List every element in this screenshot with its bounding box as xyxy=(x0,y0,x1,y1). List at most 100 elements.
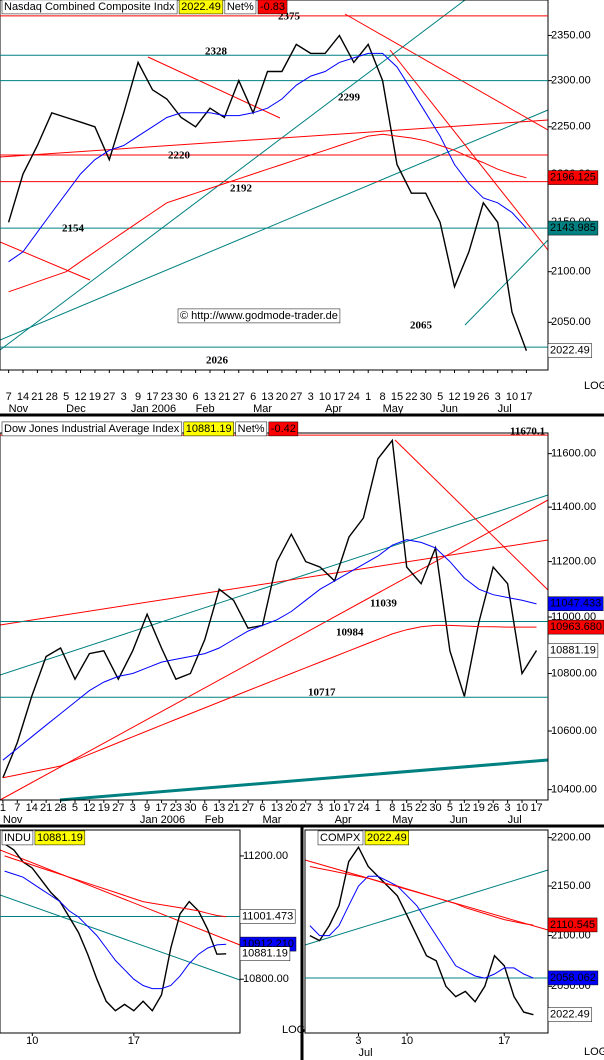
y-tick-label: 11200.00 xyxy=(243,850,288,862)
month-label: Jul xyxy=(498,403,512,415)
x-tick-label: 12 xyxy=(83,802,95,814)
y-tick-label: 11600.00 xyxy=(551,448,596,460)
x-tick-label: 27 xyxy=(300,802,312,814)
header-last: 10881.19 xyxy=(37,832,83,844)
price-line xyxy=(4,843,227,1012)
price-line xyxy=(7,34,528,351)
month-label: Jan 2006 xyxy=(140,814,185,826)
x-tick-label: 17 xyxy=(146,391,158,403)
x-tick-label: 9 xyxy=(144,802,150,814)
x-tick-label: 22 xyxy=(415,802,427,814)
axis-value: 2143.985 xyxy=(550,222,596,234)
price-line xyxy=(4,855,227,918)
month-label: Mar xyxy=(253,403,272,415)
month-label: Jan 2006 xyxy=(131,403,176,415)
x-tick-label: 3 xyxy=(317,802,323,814)
x-tick-label: 5 xyxy=(437,391,443,403)
scale-label: LOG xyxy=(584,380,604,392)
net-label: Net% xyxy=(227,1,254,13)
price-line xyxy=(2,438,538,779)
axis-value: 2058.062 xyxy=(550,972,596,984)
y-tick-label: 10400.00 xyxy=(551,784,597,796)
x-tick-label: 10 xyxy=(506,391,518,403)
y-tick-label: 2250.00 xyxy=(551,121,591,133)
x-tick-label: 12 xyxy=(448,391,460,403)
axis-value-box xyxy=(547,970,599,986)
month-label: Dec xyxy=(66,403,86,415)
plot-frame xyxy=(0,829,241,1034)
x-tick-label: 21 xyxy=(40,802,52,814)
price-line xyxy=(8,133,527,293)
x-tick-label: 30 xyxy=(184,802,196,814)
y-tick-label: 10800.00 xyxy=(243,973,289,985)
x-tick-label: 10 xyxy=(516,802,528,814)
header-last: 2022.49 xyxy=(181,1,221,13)
x-tick-label: 15 xyxy=(401,802,413,814)
chart-title: Nasdaq Combined Composite Indx xyxy=(4,1,175,13)
net-value: -0.42 xyxy=(271,423,296,435)
level-label: 10984 xyxy=(336,627,364,639)
x-tick-label: 27 xyxy=(242,802,254,814)
x-tick-label: 19 xyxy=(89,391,101,403)
x-tick-label: 23 xyxy=(161,391,173,403)
month-label: May xyxy=(392,814,413,826)
x-tick-label: 3 xyxy=(505,802,511,814)
axis-value-box xyxy=(239,909,296,924)
y-tick-label: 2100.00 xyxy=(551,929,591,941)
x-tick-label: 5 xyxy=(72,802,78,814)
x-tick-label: 19 xyxy=(98,802,110,814)
month-label: Jun xyxy=(450,814,468,826)
x-tick-label: 6 xyxy=(259,802,265,814)
x-tick-label: 8 xyxy=(389,802,395,814)
x-tick-label: 13 xyxy=(261,391,273,403)
x-tick-label: 24 xyxy=(348,391,360,403)
x-tick-label: 7 xyxy=(14,802,20,814)
x-tick-label: 19 xyxy=(473,802,485,814)
x-tick-label: 13 xyxy=(213,802,225,814)
x-tick-label: 6 xyxy=(193,391,199,403)
x-tick-label: 5 xyxy=(63,391,69,403)
x-tick-label: 26 xyxy=(487,802,499,814)
net-value-box xyxy=(268,421,299,437)
y-tick-label: 10600.00 xyxy=(551,725,597,737)
x-tick-label: 22 xyxy=(405,391,417,403)
y-tick-label: 2100.00 xyxy=(551,266,591,278)
net-value-box xyxy=(257,0,288,15)
chart-title-box xyxy=(1,830,34,846)
axis-value-box xyxy=(547,917,598,933)
x-tick-label: 12 xyxy=(458,802,470,814)
x-tick-label: 3 xyxy=(308,391,314,403)
net-label: Net% xyxy=(238,423,265,435)
last-value-box xyxy=(547,343,593,358)
axis-value: 2196.125 xyxy=(550,172,596,184)
x-tick-label: 27 xyxy=(290,391,302,403)
month-label: Feb xyxy=(196,403,215,415)
x-tick-label: 3 xyxy=(130,802,136,814)
x-tick-label: 1 xyxy=(375,802,381,814)
month-label: Nov xyxy=(9,403,29,415)
x-tick-label: 13 xyxy=(204,391,216,403)
level-label: 2328 xyxy=(205,46,228,58)
chart-title: Dow Jones Industrial Average Index xyxy=(4,423,180,435)
last-value: 2022.49 xyxy=(550,345,590,357)
last-value-box xyxy=(547,1007,593,1022)
level-label: 2065 xyxy=(410,320,433,332)
x-tick-label: 17 xyxy=(155,802,167,814)
scale-label: LOG xyxy=(282,1024,305,1036)
chart-title: INDU xyxy=(4,832,31,844)
chart-title-box xyxy=(1,0,178,15)
x-tick-label: 6 xyxy=(202,802,208,814)
level-label: 2192 xyxy=(230,183,253,195)
y-tick-label: 11200.00 xyxy=(551,556,596,568)
x-tick-label: 1 xyxy=(365,391,371,403)
axis-value: 10963.680 xyxy=(550,621,602,633)
watermark-box xyxy=(177,308,341,324)
price-line xyxy=(309,866,534,926)
level-label: 2026 xyxy=(206,355,229,367)
x-tick-label: 30 xyxy=(175,391,187,403)
net-label-box xyxy=(235,421,268,437)
price-line xyxy=(2,539,537,761)
x-tick-label: 14 xyxy=(26,802,38,814)
trendlines xyxy=(0,0,549,981)
x-tick-label: 10 xyxy=(328,802,340,814)
